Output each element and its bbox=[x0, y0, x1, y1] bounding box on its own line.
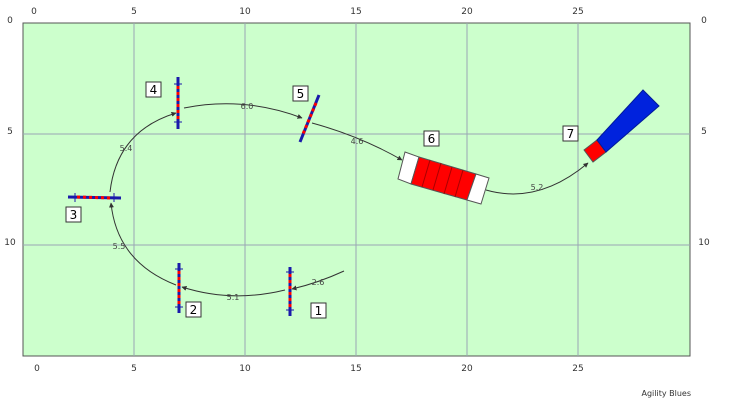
obstacle-label-6: 6 bbox=[423, 130, 440, 147]
obstacle-number: 5 bbox=[297, 87, 305, 101]
hurdle-1 bbox=[286, 267, 294, 316]
x-tick-top: 15 bbox=[350, 7, 361, 17]
segment-distance: 4.6 bbox=[351, 137, 364, 146]
obstacle-label-4: 4 bbox=[145, 81, 162, 98]
y-tick-left: 5 bbox=[7, 127, 13, 137]
y-tick-right: 0 bbox=[701, 16, 707, 26]
y-tick-right: 10 bbox=[698, 238, 710, 248]
segment-distance: 2.6 bbox=[312, 278, 325, 287]
hurdle-3 bbox=[67, 193, 122, 202]
x-tick-top: 20 bbox=[461, 7, 473, 17]
obstacle-label-5: 5 bbox=[292, 85, 309, 102]
obstacle-label-1: 1 bbox=[310, 302, 327, 319]
x-tick-top: 5 bbox=[131, 7, 137, 17]
tunnel-7 bbox=[583, 89, 660, 163]
y-tick-left: 10 bbox=[4, 238, 16, 248]
x-tick-top: 25 bbox=[572, 7, 583, 17]
hurdle-4 bbox=[174, 77, 182, 129]
obstacle-label-7: 7 bbox=[562, 125, 579, 142]
segment-distance: 5.2 bbox=[531, 183, 544, 192]
x-tick-bottom: 5 bbox=[131, 364, 137, 374]
obstacle-number: 4 bbox=[150, 83, 158, 97]
x-tick-top: 0 bbox=[31, 7, 37, 17]
obstacle-number: 2 bbox=[190, 303, 198, 317]
obstacle-number: 7 bbox=[567, 127, 575, 141]
segment-distance: 5.1 bbox=[227, 293, 240, 302]
x-tick-top: 10 bbox=[239, 7, 251, 17]
segment-distance: 6.0 bbox=[241, 102, 254, 111]
x-tick-bottom: 15 bbox=[350, 364, 361, 374]
obstacle-label-3: 3 bbox=[65, 206, 82, 223]
credit-text: Agility Blues bbox=[641, 389, 691, 398]
tunnel-6 bbox=[397, 151, 490, 205]
hurdle-2 bbox=[175, 263, 183, 313]
course-path bbox=[108, 103, 589, 297]
obstacle-label-2: 2 bbox=[185, 301, 202, 318]
y-tick-right: 5 bbox=[701, 127, 707, 137]
y-tick-left: 0 bbox=[7, 16, 13, 26]
x-tick-bottom: 10 bbox=[239, 364, 251, 374]
obstacle-number: 3 bbox=[70, 208, 78, 222]
obstacle-number: 6 bbox=[428, 132, 436, 146]
segment-distance: 5.4 bbox=[120, 144, 133, 153]
x-tick-bottom: 25 bbox=[572, 364, 583, 374]
x-tick-bottom: 0 bbox=[34, 364, 40, 374]
x-tick-bottom: 20 bbox=[461, 364, 473, 374]
obstacle-number: 1 bbox=[315, 304, 323, 318]
hurdle-5 bbox=[298, 94, 321, 143]
grid bbox=[23, 23, 690, 356]
segment-distance: 5.5 bbox=[113, 242, 126, 251]
